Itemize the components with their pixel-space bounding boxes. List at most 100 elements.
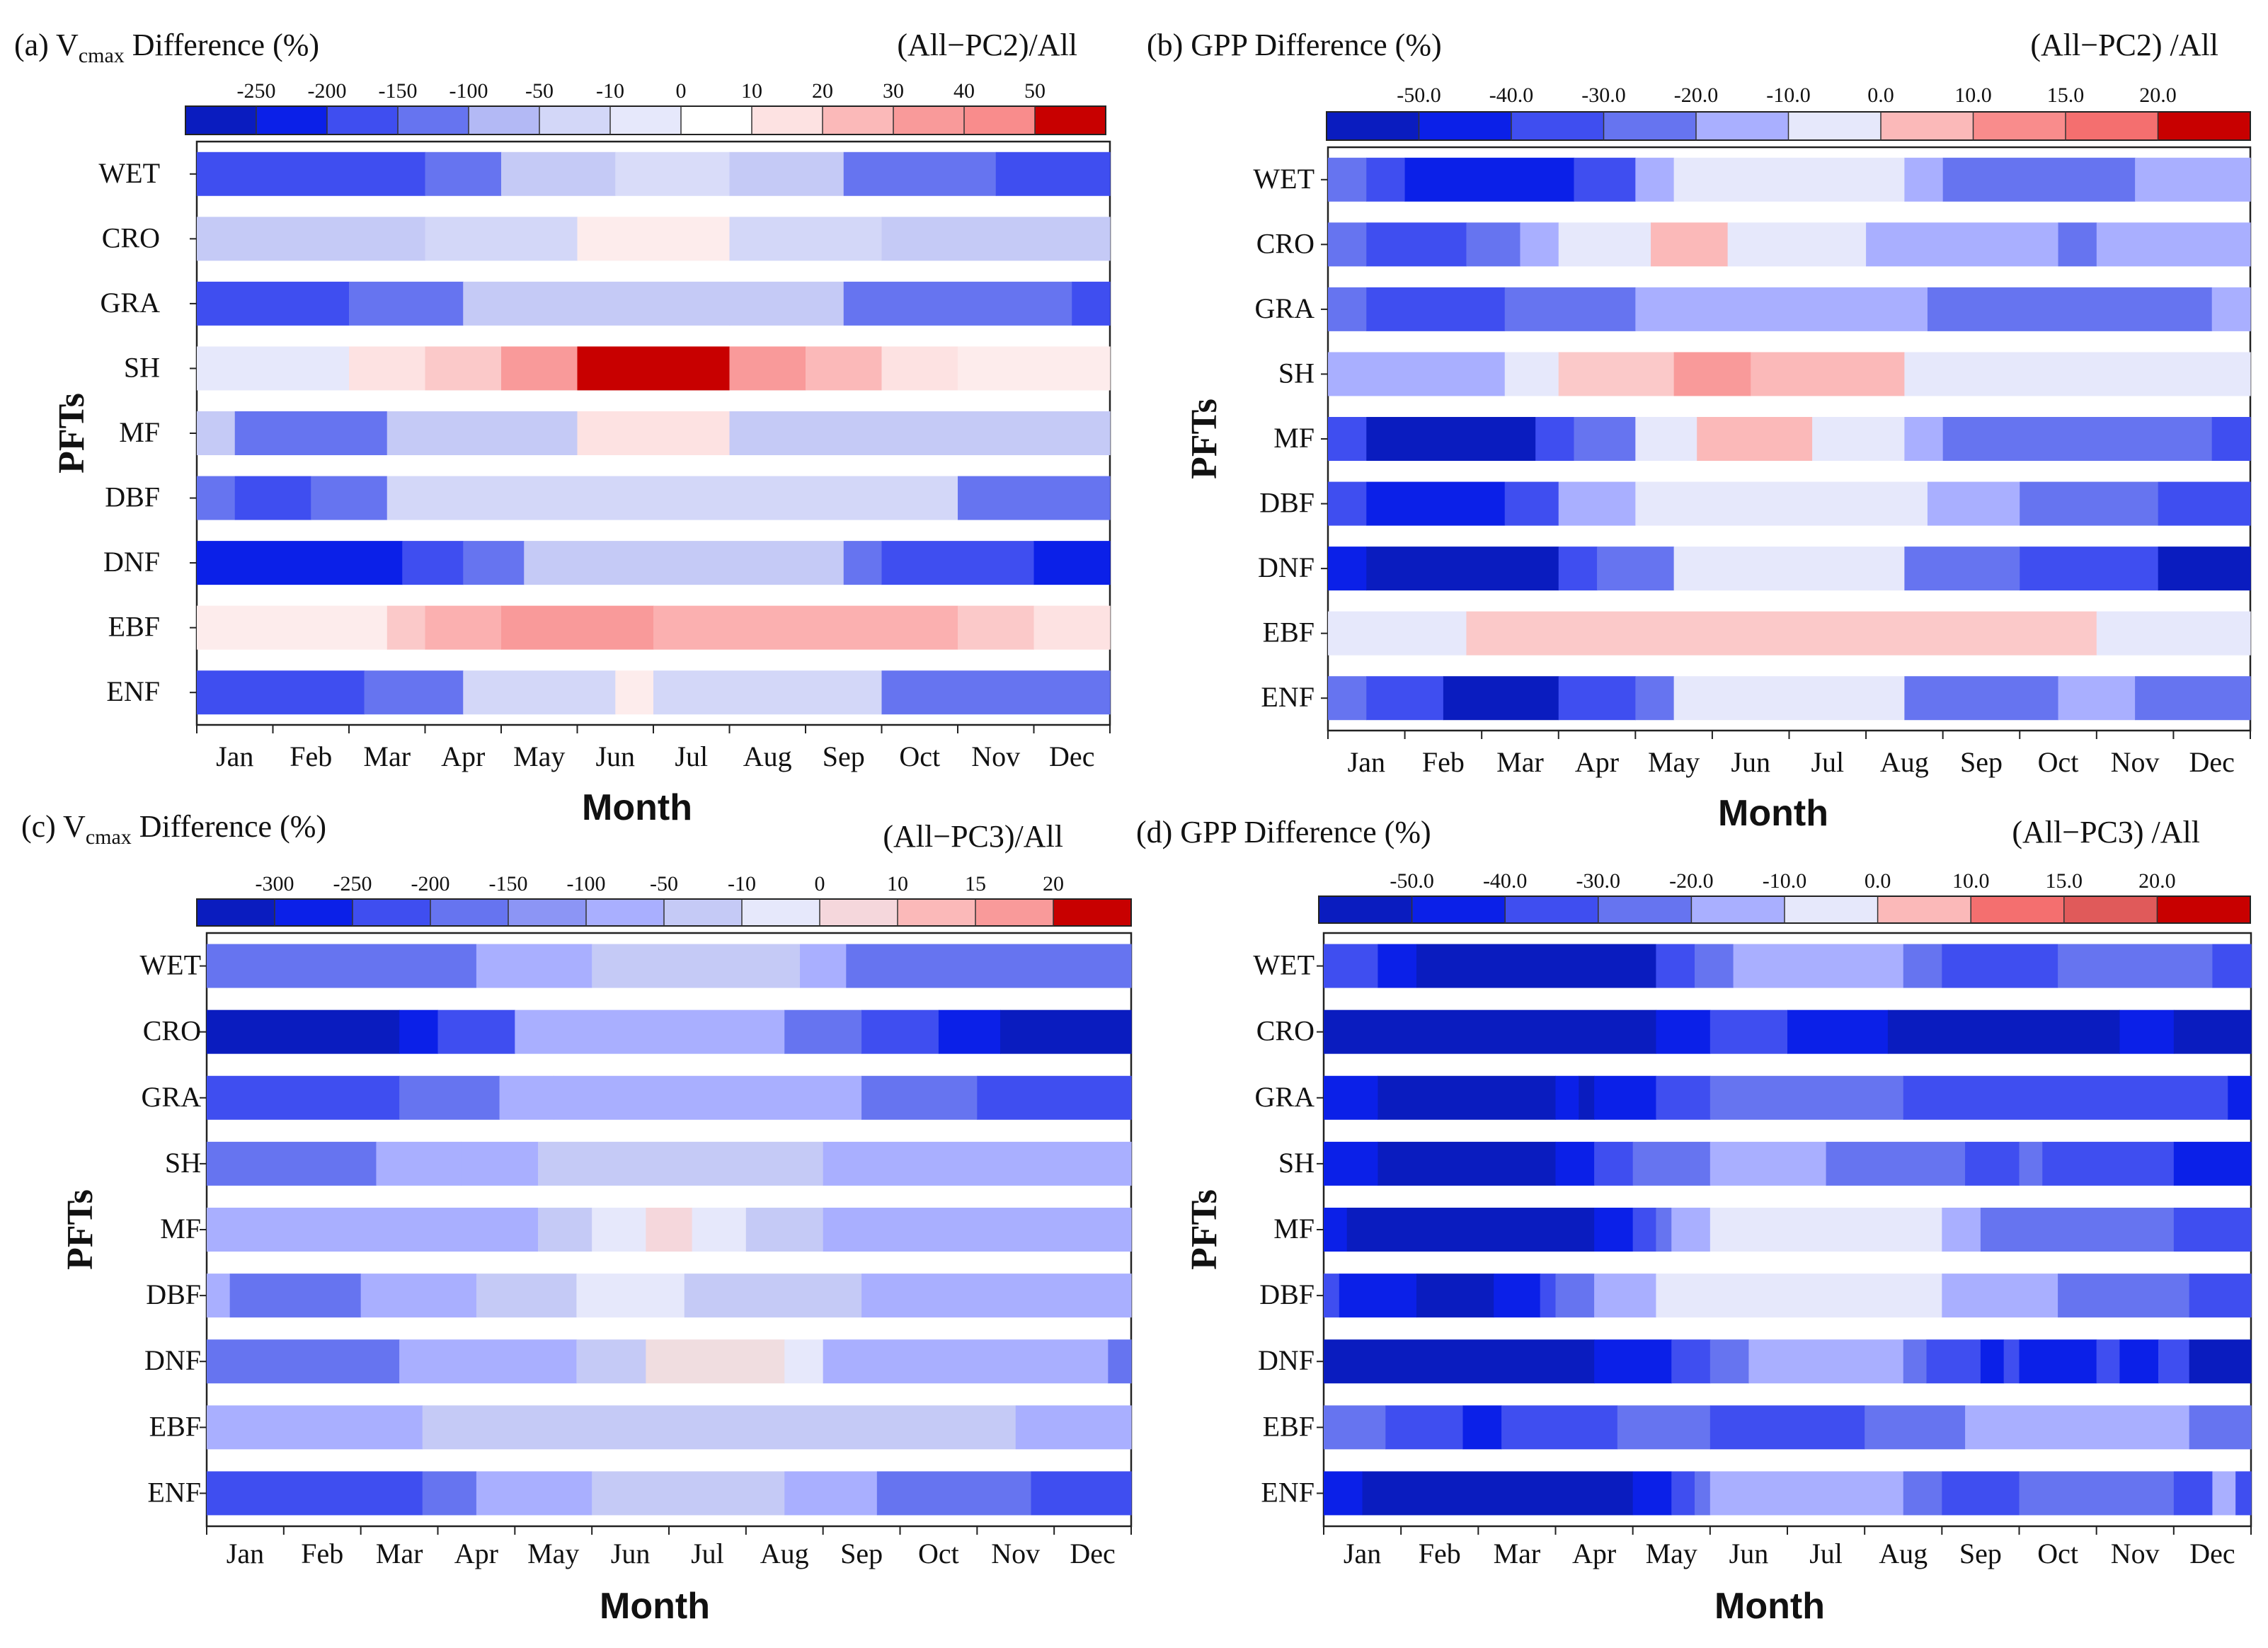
- pft-label: DBF: [1259, 1278, 1315, 1310]
- colorbar-label: -50.0: [1390, 869, 1434, 893]
- colorbar-swatch: [681, 106, 752, 135]
- heatmap-cell: [197, 476, 236, 520]
- heatmap-cell: [653, 605, 958, 650]
- heatmap-cell: [501, 346, 578, 391]
- heatmap-cell: [592, 1471, 785, 1516]
- colorbar-label: -300: [256, 872, 294, 895]
- heatmap-cell: [207, 1274, 231, 1318]
- heatmap-cell: [1558, 352, 1675, 396]
- heatmap-cell: [995, 151, 1111, 196]
- heatmap-cell: [1632, 1208, 1657, 1252]
- title-prefix: (c) V: [21, 809, 86, 844]
- heatmap-cell: [1000, 1009, 1132, 1054]
- heatmap-cell: [1866, 222, 2059, 267]
- heatmap-cell: [843, 541, 883, 585]
- month-label: Jun: [595, 740, 635, 772]
- month-label: Apr: [1572, 1538, 1616, 1569]
- heatmap-cell: [861, 1274, 1132, 1318]
- colorbar-label: 0: [815, 872, 825, 895]
- heatmap-cell: [861, 1075, 978, 1120]
- heatmap-cell: [437, 1009, 515, 1054]
- pft-label: WET: [1253, 163, 1315, 195]
- heatmap-cell: [577, 346, 731, 391]
- heatmap-cell: [881, 541, 1035, 585]
- heatmap-cell: [476, 944, 592, 988]
- panel-title: (d) GPP Difference (%): [1136, 815, 1431, 849]
- pft-label: CRO: [143, 1015, 201, 1047]
- heatmap-cell: [476, 1471, 592, 1516]
- colorbar-label: 10: [887, 872, 908, 895]
- heatmap-cell: [349, 281, 464, 326]
- title-subscript: cmax: [86, 825, 132, 849]
- heatmap-cell: [1366, 417, 1536, 461]
- pft-label: SH: [1278, 1147, 1315, 1179]
- colorbar-label: 20: [812, 79, 833, 103]
- heatmap-cell: [1926, 1339, 1981, 1384]
- heatmap-cell: [501, 605, 654, 650]
- heatmap-cell: [1108, 1339, 1132, 1384]
- heatmap-cell: [2119, 1339, 2159, 1384]
- heatmap-cell: [1594, 1075, 1657, 1120]
- heatmap-cell: [881, 346, 958, 391]
- title-suffix: Difference (%): [125, 28, 319, 62]
- month-label: May: [527, 1538, 579, 1569]
- pft-label: CRO: [1256, 227, 1315, 259]
- heatmap-cell: [1632, 1141, 1711, 1186]
- heatmap-cell: [1656, 1009, 1711, 1054]
- heatmap-cell: [2058, 676, 2136, 721]
- heatmap-cell: [592, 1208, 646, 1252]
- pft-label: SH: [1278, 357, 1315, 389]
- heatmap-cell: [2003, 1339, 2020, 1384]
- heatmap-cell: [1635, 676, 1675, 721]
- heatmap-cell: [1903, 1471, 1942, 1516]
- month-label: Dec: [2189, 1538, 2235, 1569]
- heatmap-cell: [1865, 1405, 1966, 1450]
- colorbar-label: 30: [883, 79, 904, 103]
- heatmap-cell: [1787, 1009, 1889, 1054]
- colorbar-swatch: [1788, 112, 1882, 140]
- pft-label: DBF: [146, 1278, 201, 1310]
- heatmap-cell: [1416, 1274, 1494, 1318]
- heatmap-cell: [1635, 481, 1928, 526]
- heatmap-cell: [207, 1075, 400, 1120]
- month-label: Jun: [1729, 1538, 1769, 1569]
- heatmap-cell: [1671, 1339, 1711, 1384]
- heatmap-cell: [846, 944, 1132, 988]
- heatmap-cell: [234, 476, 311, 520]
- pft-label: CRO: [102, 222, 160, 253]
- heatmap-cell: [1904, 547, 2020, 591]
- colorbar-label: -200: [308, 79, 347, 103]
- heatmap-cell: [615, 670, 654, 715]
- month-label: Nov: [971, 740, 1020, 772]
- pft-label: GRA: [142, 1081, 202, 1113]
- month-label: Dec: [1049, 740, 1094, 772]
- month-label: Mar: [1496, 746, 1544, 778]
- colorbar-swatch: [430, 899, 509, 926]
- heatmap-cell: [1632, 1471, 1672, 1516]
- heatmap-cell: [399, 1339, 577, 1384]
- heatmap-cell: [577, 411, 731, 455]
- heatmap-cell: [1709, 1471, 1904, 1516]
- month-label: Jan: [216, 740, 253, 772]
- month-label: Jul: [1809, 1538, 1843, 1569]
- heatmap-cell: [1635, 287, 1928, 331]
- heatmap-cell: [1656, 944, 1695, 988]
- pft-label: WET: [139, 949, 201, 981]
- heatmap-cell: [646, 1339, 785, 1384]
- month-label: May: [513, 740, 565, 772]
- y-axis-label: PFTs: [1184, 399, 1225, 479]
- month-label: Mar: [363, 740, 411, 772]
- heatmap-cell: [311, 476, 388, 520]
- heatmap-cell: [1339, 1274, 1417, 1318]
- heatmap-cell: [861, 1009, 939, 1054]
- colorbar-label: -50: [650, 872, 678, 895]
- heatmap-cell: [729, 217, 883, 261]
- heatmap-cell: [1594, 1274, 1657, 1318]
- heatmap-cell: [476, 1274, 577, 1318]
- panel-title: (c) Vcmax Difference (%): [21, 809, 326, 849]
- heatmap-cell: [386, 605, 426, 650]
- heatmap-cell: [1812, 417, 1905, 461]
- heatmap-cell: [1366, 157, 1406, 202]
- heatmap-cell: [1540, 1274, 1557, 1318]
- heatmap-cell: [1709, 1075, 1904, 1120]
